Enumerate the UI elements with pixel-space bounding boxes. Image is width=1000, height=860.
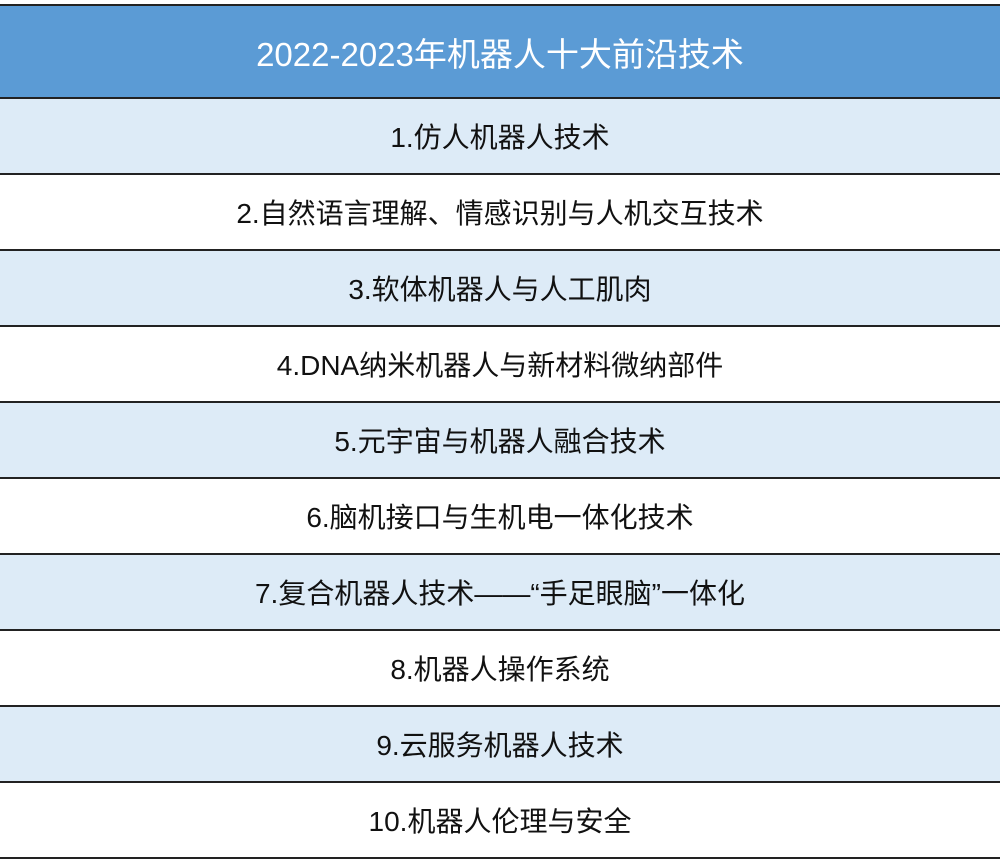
table-title: 2022-2023年机器人十大前沿技术 <box>0 6 1000 99</box>
table-row: 3.软体机器人与人工肌肉 <box>0 251 1000 327</box>
table-row: 2.自然语言理解、情感识别与人机交互技术 <box>0 175 1000 251</box>
table-row: 4.DNA纳米机器人与新材料微纳部件 <box>0 327 1000 403</box>
table-row: 9.云服务机器人技术 <box>0 707 1000 783</box>
table-row: 5.元宇宙与机器人融合技术 <box>0 403 1000 479</box>
tech-table: 2022-2023年机器人十大前沿技术 1.仿人机器人技术 2.自然语言理解、情感… <box>0 4 1000 859</box>
table-row: 7.复合机器人技术——“手足眼脑”一体化 <box>0 555 1000 631</box>
table-row: 1.仿人机器人技术 <box>0 99 1000 175</box>
table-row: 8.机器人操作系统 <box>0 631 1000 707</box>
table-row: 10.机器人伦理与安全 <box>0 783 1000 859</box>
table-row: 6.脑机接口与生机电一体化技术 <box>0 479 1000 555</box>
